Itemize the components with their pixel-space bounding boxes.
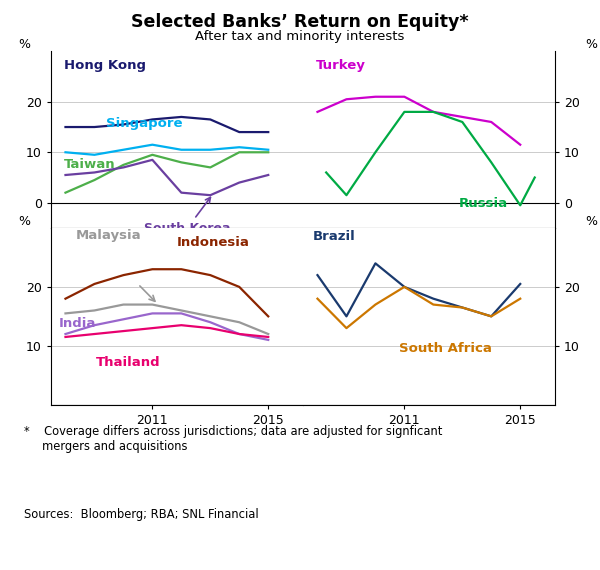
Text: Singapore: Singapore [106, 117, 183, 131]
Text: %: % [585, 38, 597, 51]
Text: Brazil: Brazil [313, 230, 356, 243]
Text: *    Coverage differs across jurisdictions; data are adjusted for signficant
   : * Coverage differs across jurisdictions;… [24, 425, 442, 453]
Text: Russia: Russia [459, 197, 508, 210]
Text: India: India [59, 317, 96, 330]
Text: %: % [18, 38, 30, 51]
Text: Sources:  Bloomberg; RBA; SNL Financial: Sources: Bloomberg; RBA; SNL Financial [24, 508, 259, 522]
Text: After tax and minority interests: After tax and minority interests [196, 30, 404, 43]
Text: Malaysia: Malaysia [76, 229, 142, 242]
Text: Indonesia: Indonesia [177, 235, 250, 249]
Text: South Korea: South Korea [144, 197, 230, 235]
Text: %: % [18, 215, 30, 228]
Text: Taiwan: Taiwan [64, 158, 115, 171]
Text: Thailand: Thailand [97, 356, 161, 369]
Text: Hong Kong: Hong Kong [64, 59, 146, 72]
Text: Selected Banks’ Return on Equity*: Selected Banks’ Return on Equity* [131, 13, 469, 31]
Text: South Africa: South Africa [399, 341, 491, 355]
Text: Turkey: Turkey [316, 59, 365, 72]
Text: %: % [585, 215, 597, 228]
